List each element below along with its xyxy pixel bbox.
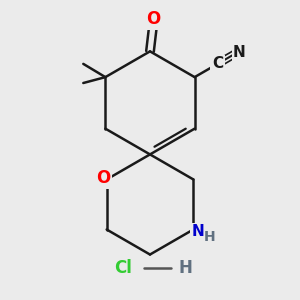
Text: H: H — [178, 259, 192, 277]
Text: N: N — [191, 224, 204, 239]
Text: Cl: Cl — [115, 259, 132, 277]
Text: C: C — [212, 56, 223, 71]
Text: H: H — [204, 230, 215, 244]
Text: O: O — [146, 10, 160, 28]
Text: N: N — [233, 45, 246, 60]
Text: O: O — [97, 169, 111, 187]
